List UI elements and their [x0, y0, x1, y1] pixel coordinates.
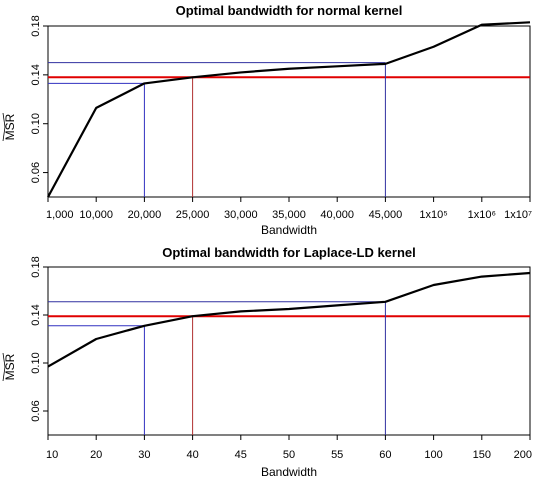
x-tick-label: 100: [424, 449, 442, 461]
chart-title: Optimal bandwidth for Laplace-LD kernel: [162, 245, 416, 260]
x-tick-label: 1x10⁵: [419, 209, 447, 221]
x-axis-label: Bandwidth: [261, 465, 317, 479]
chart-panel-normal: Optimal bandwidth for normal kernel 0.06…: [2, 3, 532, 237]
x-tick-label: 40,000: [320, 209, 354, 221]
series-line: [47, 21, 531, 198]
x-tick-label: 40: [186, 449, 198, 461]
y-tick-label: 0.14: [30, 64, 42, 85]
y-tick-label: 0.10: [30, 113, 42, 134]
y-tick-label: 0.06: [30, 162, 42, 183]
x-tick-label: 20,000: [128, 209, 162, 221]
y-axis-label: MSR: [3, 353, 17, 380]
x-tick-label: 1x10⁷: [504, 209, 532, 221]
series-line: [47, 271, 531, 368]
y-label-hat-left: [2, 112, 6, 128]
x-tick-label: 50: [283, 449, 295, 461]
plot-frame: [47, 266, 531, 436]
x-tick-label: 35,000: [272, 209, 306, 221]
x-tick-label: 45,000: [369, 209, 403, 221]
y-tick-label: 0.10: [30, 352, 42, 373]
y-tick-label: 0.18: [30, 256, 42, 277]
x-tick-label: 20: [90, 449, 102, 461]
y-tick-label: 0.18: [30, 15, 42, 36]
y-label-hat-right: [2, 366, 6, 382]
x-tick-label: 150: [473, 449, 491, 461]
x-tick-label: 60: [379, 449, 391, 461]
x-tick-label: 1x10⁶: [468, 209, 496, 221]
y-axis-label: MSR: [3, 113, 17, 140]
chart-title: Optimal bandwidth for normal kernel: [176, 3, 403, 18]
y-tick-label: 0.14: [30, 304, 42, 325]
x-axis-label: Bandwidth: [261, 223, 317, 237]
x-tick-label: 25,000: [176, 209, 210, 221]
x-tick-label: 45: [235, 449, 247, 461]
chart-panel-laplace: Optimal bandwidth for Laplace-LD kernel …: [2, 245, 532, 479]
y-label-hat-left: [2, 352, 6, 368]
x-tick-label: 30,000: [224, 209, 258, 221]
y-tick-label: 0.06: [30, 400, 42, 421]
x-tick-label: 55: [331, 449, 343, 461]
x-tick-label: 30: [138, 449, 150, 461]
x-tick-label: 1,000: [46, 209, 74, 221]
x-tick-label: 10: [46, 449, 58, 461]
x-tick-label: 10,000: [79, 209, 113, 221]
y-label-hat-right: [2, 126, 6, 142]
x-tick-label: 200: [514, 449, 532, 461]
plot-frame: [47, 25, 531, 198]
